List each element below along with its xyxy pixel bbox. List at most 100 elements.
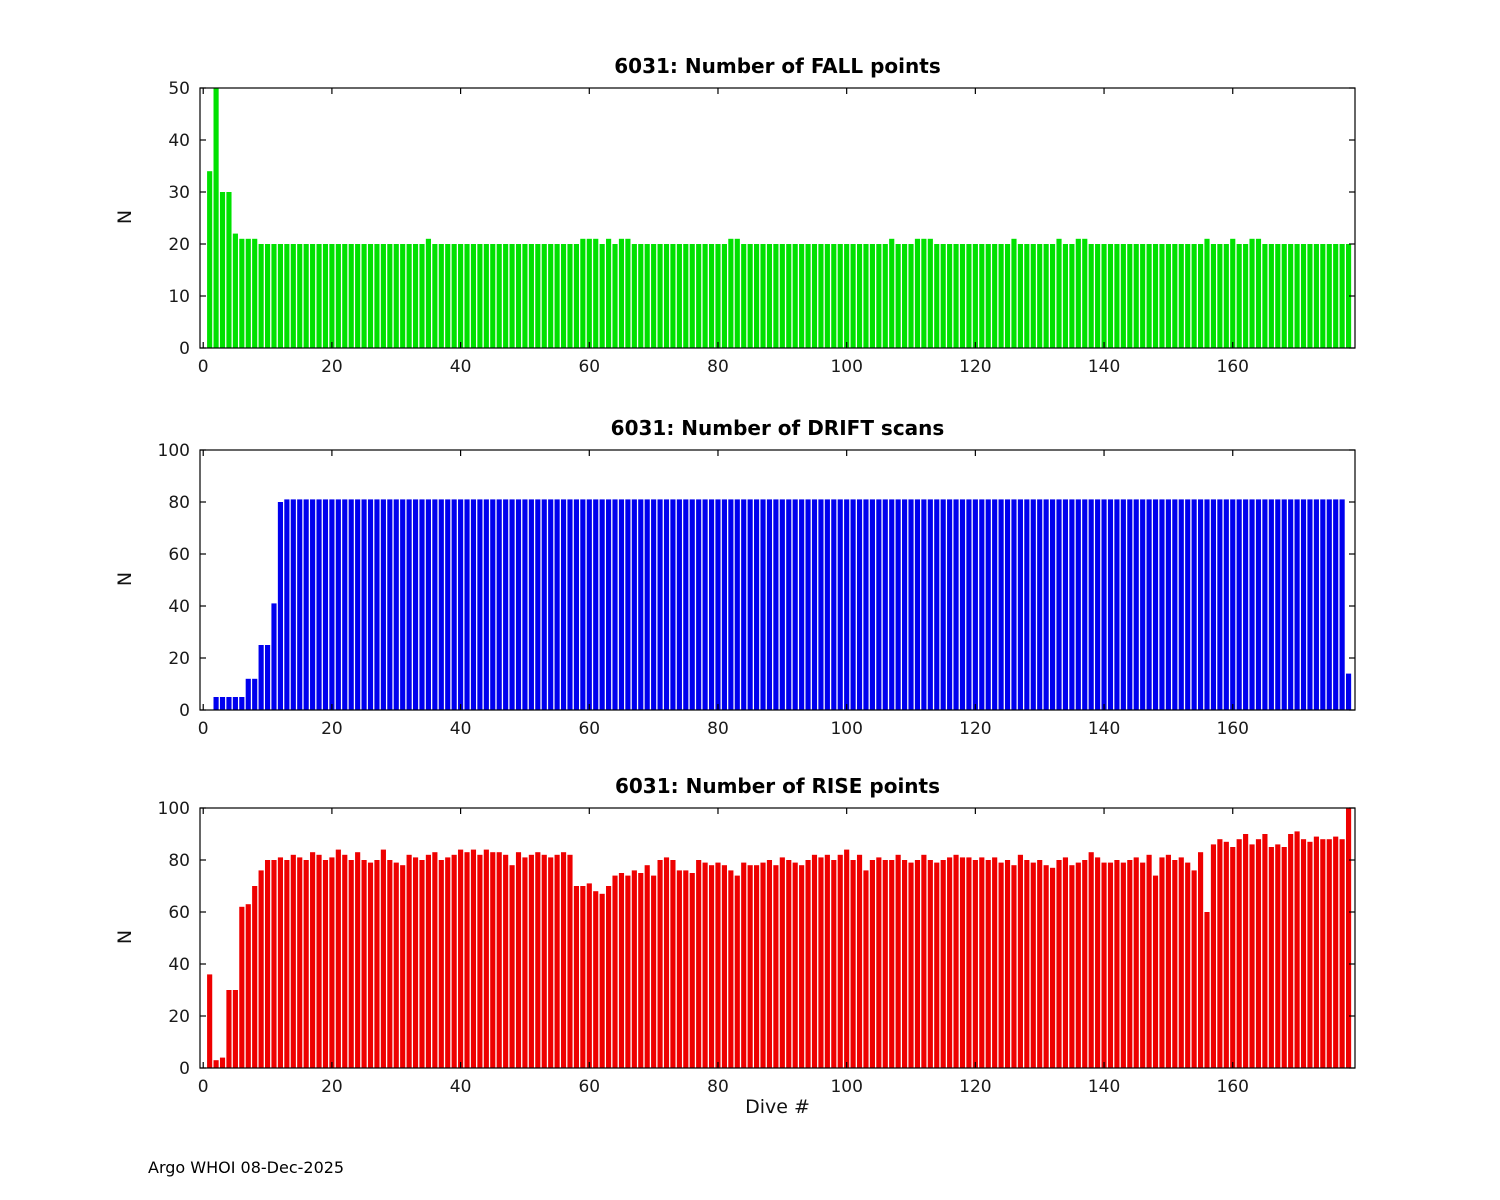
bar xyxy=(503,499,509,710)
bar xyxy=(252,678,258,710)
bar xyxy=(921,854,927,1068)
bar xyxy=(1198,244,1204,348)
bar xyxy=(1114,244,1120,348)
bar xyxy=(535,852,541,1068)
bar xyxy=(573,244,579,348)
bar xyxy=(992,244,998,348)
bar xyxy=(1024,499,1030,710)
bar xyxy=(1043,865,1049,1068)
bar xyxy=(702,244,708,348)
bar xyxy=(387,860,393,1068)
bar xyxy=(1345,808,1352,1068)
bar xyxy=(1101,244,1107,348)
bar xyxy=(573,499,579,710)
bar xyxy=(895,854,901,1068)
bar xyxy=(779,857,785,1068)
bar xyxy=(1198,499,1204,710)
bar xyxy=(1210,499,1217,710)
bar xyxy=(528,499,534,710)
bar xyxy=(606,499,612,710)
bar xyxy=(985,860,991,1068)
bar xyxy=(1024,860,1030,1068)
bar xyxy=(708,865,715,1068)
bar xyxy=(683,870,689,1068)
svg-text:0: 0 xyxy=(198,357,209,377)
bar xyxy=(1004,244,1011,348)
bar xyxy=(940,244,946,348)
bar xyxy=(535,499,541,710)
bar xyxy=(367,862,374,1068)
bar xyxy=(239,238,245,348)
bar xyxy=(766,244,773,348)
footer-text: Argo WHOI 08-Dec-2025 xyxy=(148,1158,345,1177)
bar xyxy=(361,244,367,348)
bar xyxy=(361,860,367,1068)
bar xyxy=(992,499,998,710)
svg-text:80: 80 xyxy=(168,851,190,871)
svg-text:140: 140 xyxy=(1088,357,1120,377)
bar xyxy=(625,875,631,1068)
bar xyxy=(245,904,251,1068)
bar xyxy=(651,875,657,1068)
bar xyxy=(380,849,386,1068)
bar xyxy=(1313,244,1319,348)
bar xyxy=(1172,499,1178,710)
bar xyxy=(689,499,695,710)
bar xyxy=(509,865,515,1068)
bar xyxy=(335,244,341,348)
bar xyxy=(232,233,238,348)
svg-text:140: 140 xyxy=(1088,1077,1120,1097)
bar xyxy=(1191,870,1197,1068)
bar xyxy=(432,499,438,710)
bar xyxy=(618,238,625,348)
bar xyxy=(747,499,753,710)
bar xyxy=(1313,499,1319,710)
bar xyxy=(972,860,978,1068)
bar xyxy=(1178,857,1184,1068)
bar xyxy=(445,244,451,348)
bar xyxy=(998,499,1004,710)
bar xyxy=(811,499,818,710)
bar xyxy=(483,499,489,710)
bar xyxy=(818,244,824,348)
bar xyxy=(721,244,727,348)
bar xyxy=(1133,857,1139,1068)
bar xyxy=(1043,499,1049,710)
bar xyxy=(310,499,316,710)
bar xyxy=(1255,238,1262,348)
svg-text:40: 40 xyxy=(168,955,190,975)
bar xyxy=(1281,847,1287,1068)
bar xyxy=(1326,244,1332,348)
bar xyxy=(438,860,444,1068)
bar xyxy=(1300,499,1307,710)
bar xyxy=(728,499,734,710)
bar xyxy=(245,238,251,348)
bar xyxy=(644,499,650,710)
bar xyxy=(406,499,412,710)
bar xyxy=(638,499,644,710)
bar xyxy=(258,244,264,348)
bar xyxy=(959,244,966,348)
bar xyxy=(213,88,219,348)
bar xyxy=(515,244,522,348)
bar xyxy=(1204,238,1210,348)
bar xyxy=(329,499,335,710)
bar xyxy=(277,502,284,710)
bar xyxy=(490,244,496,348)
svg-text:20: 20 xyxy=(168,1007,190,1027)
bar xyxy=(335,499,341,710)
bar xyxy=(1339,244,1345,348)
bar xyxy=(914,860,921,1068)
bar xyxy=(303,860,309,1068)
bar xyxy=(824,244,830,348)
bar xyxy=(792,244,798,348)
bar xyxy=(207,171,213,348)
svg-text:0: 0 xyxy=(179,1059,190,1079)
bar xyxy=(998,862,1004,1068)
bar xyxy=(651,499,657,710)
bar xyxy=(1095,499,1101,710)
bar xyxy=(1210,844,1217,1068)
bar xyxy=(696,499,702,710)
bar xyxy=(1236,499,1242,710)
bar xyxy=(1120,862,1126,1068)
